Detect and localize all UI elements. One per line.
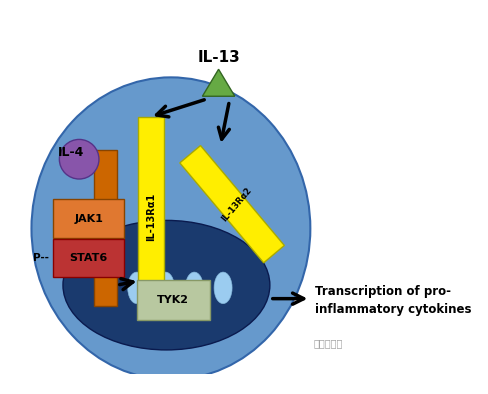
FancyBboxPatch shape <box>53 199 124 238</box>
Ellipse shape <box>99 272 117 304</box>
Text: IL-4: IL-4 <box>58 147 84 160</box>
Bar <box>138 117 163 317</box>
FancyBboxPatch shape <box>137 280 209 320</box>
Text: IL-13: IL-13 <box>197 50 240 65</box>
FancyBboxPatch shape <box>53 239 124 277</box>
Polygon shape <box>203 69 235 96</box>
Ellipse shape <box>128 272 146 304</box>
Text: IL-13Rα1: IL-13Rα1 <box>146 193 156 241</box>
Text: IL-13Rα2: IL-13Rα2 <box>220 185 253 223</box>
Circle shape <box>60 139 99 179</box>
Ellipse shape <box>185 272 203 304</box>
Text: TYK2: TYK2 <box>157 295 189 305</box>
Ellipse shape <box>214 272 232 304</box>
Polygon shape <box>180 145 285 263</box>
Bar <box>95 150 117 306</box>
Text: P--: P-- <box>33 253 49 263</box>
Text: STAT6: STAT6 <box>69 253 108 263</box>
Ellipse shape <box>63 220 270 350</box>
Ellipse shape <box>32 77 310 379</box>
Ellipse shape <box>157 272 175 304</box>
Text: IL-4Rα: IL-4Rα <box>101 211 111 245</box>
Text: JAK1: JAK1 <box>74 214 103 223</box>
Text: 凯萌英药闻: 凯萌英药闻 <box>313 338 343 349</box>
Text: Transcription of pro-
inflammatory cytokines: Transcription of pro- inflammatory cytok… <box>315 285 471 316</box>
